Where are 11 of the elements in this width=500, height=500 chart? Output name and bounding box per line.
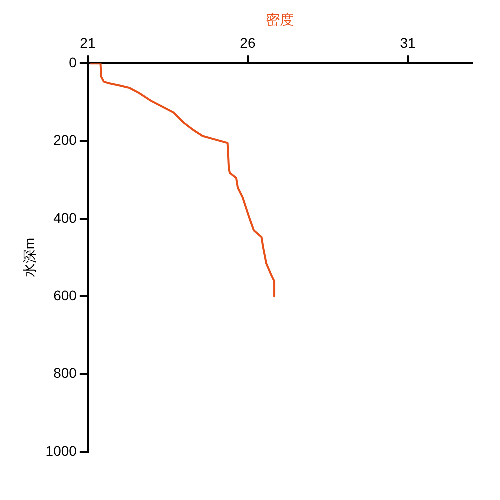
x-tick-label: 21	[80, 35, 96, 52]
y-axis-title: 水深m	[21, 238, 38, 278]
y-tick-label: 600	[54, 288, 78, 304]
x-tick-label: 26	[240, 35, 256, 52]
y-tick-label: 0	[69, 54, 78, 70]
y-tick-label: 400	[54, 210, 78, 226]
y-tick-label: 1000	[46, 442, 78, 459]
x-tick-label: 31	[400, 35, 416, 52]
y-tick-label: 800	[54, 365, 78, 382]
x-axis-title: 密度	[266, 11, 294, 28]
y-tick-label: 200	[54, 132, 78, 148]
